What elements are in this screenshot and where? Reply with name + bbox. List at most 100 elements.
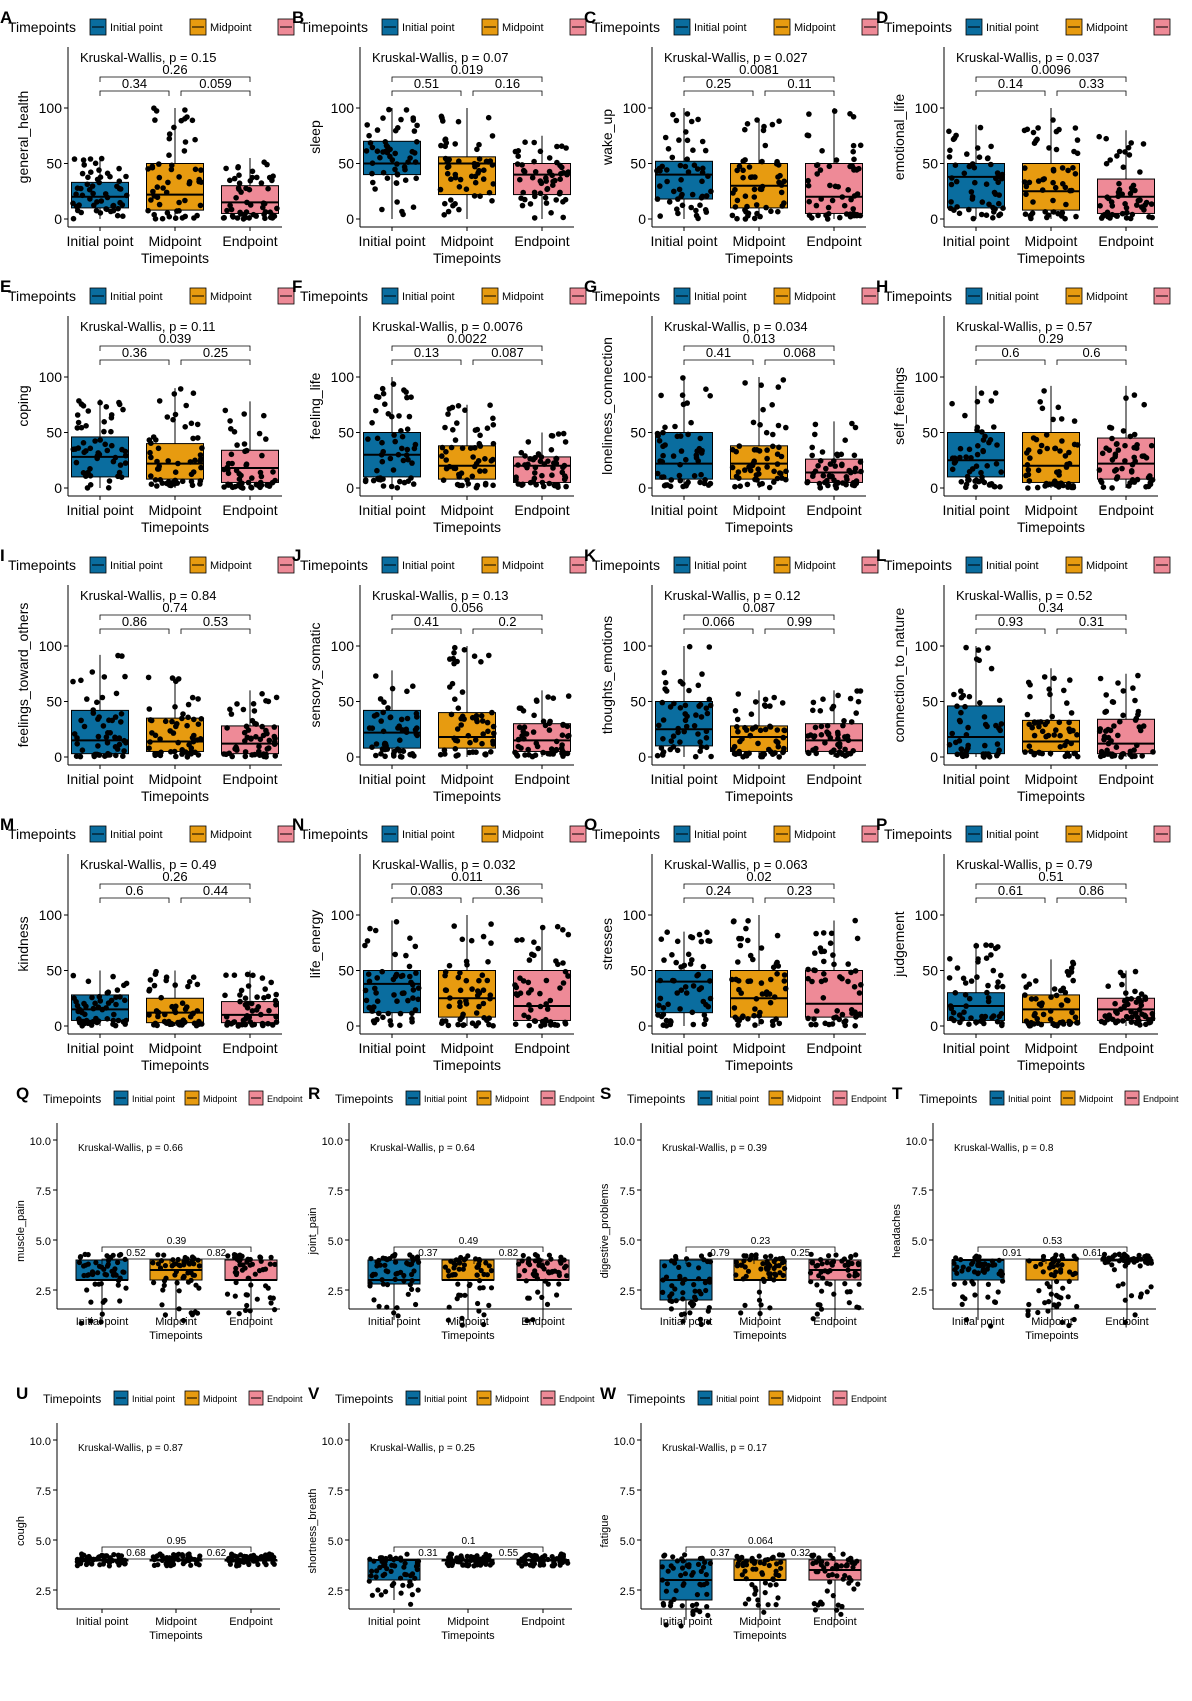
- y-axis-title: emotional_life: [891, 94, 907, 181]
- data-point: [1030, 435, 1037, 441]
- data-point: [146, 1012, 152, 1018]
- data-point: [123, 173, 129, 180]
- data-point: [667, 1603, 674, 1609]
- data-point: [402, 177, 409, 183]
- data-point: [747, 978, 754, 984]
- data-point: [996, 1257, 1002, 1263]
- data-point: [749, 1582, 755, 1588]
- data-point: [257, 479, 264, 486]
- data-point: [1062, 989, 1069, 996]
- data-point: [234, 747, 240, 753]
- data-point: [946, 154, 953, 160]
- data-point: [958, 688, 964, 694]
- data-point: [366, 1578, 372, 1584]
- data-point: [760, 406, 766, 413]
- data-point: [828, 930, 835, 937]
- data-point: [404, 1260, 410, 1266]
- data-point: [1047, 750, 1054, 757]
- data-point: [680, 1318, 686, 1324]
- bracket-label: 0.1: [462, 1536, 476, 1547]
- data-point: [398, 116, 404, 123]
- data-point: [544, 186, 550, 193]
- data-point: [471, 193, 478, 199]
- comparison-midpoint-endpoint: 0.82: [473, 1248, 544, 1264]
- panel-letter: M: [0, 815, 14, 834]
- data-point: [858, 468, 864, 475]
- data-point: [959, 753, 966, 760]
- data-point: [170, 416, 176, 423]
- data-point: [369, 144, 376, 151]
- y-tick-label: 0: [638, 749, 646, 765]
- bracket-line: [391, 897, 462, 903]
- data-point: [978, 390, 985, 396]
- data-point: [1047, 1008, 1054, 1014]
- data-point: [1115, 447, 1122, 453]
- data-point: [225, 1253, 231, 1259]
- legend-label: Initial point: [694, 291, 747, 303]
- data-point: [665, 1568, 671, 1574]
- data-point: [854, 1012, 860, 1019]
- data-point: [689, 1009, 696, 1016]
- data-point: [831, 477, 837, 483]
- x-tick-label: Endpoint: [222, 771, 277, 787]
- bracket-label: 0.059: [199, 76, 232, 91]
- bracket-line: [391, 628, 462, 634]
- bracket-line: [683, 897, 754, 903]
- data-point: [1122, 149, 1128, 155]
- data-point: [272, 1307, 278, 1313]
- data-point: [759, 991, 766, 997]
- data-point: [154, 458, 160, 465]
- bracket-line: [1056, 90, 1127, 96]
- legend: Timepoints Initial point Midpoint: [884, 287, 1171, 305]
- data-point: [1051, 1273, 1057, 1279]
- y-axis-title: life_energy: [307, 910, 323, 979]
- x-tick-label: Endpoint: [229, 1316, 272, 1328]
- data-point: [194, 1310, 201, 1316]
- bracket-label: 0.62: [207, 1548, 227, 1559]
- bracket-label: 0.37: [418, 1248, 438, 1259]
- data-point: [982, 742, 988, 749]
- legend-label: Endpoint: [267, 1394, 303, 1404]
- data-point: [194, 1008, 201, 1014]
- data-point: [844, 1289, 850, 1295]
- data-point: [525, 746, 531, 753]
- y-tick-label: 0: [930, 211, 938, 227]
- legend-label: Initial point: [986, 560, 1039, 572]
- data-point: [182, 139, 189, 145]
- data-point: [706, 938, 713, 944]
- data-point: [565, 931, 572, 938]
- data-point: [771, 994, 778, 1000]
- data-point: [764, 447, 770, 453]
- data-point: [691, 473, 698, 479]
- data-point: [558, 171, 564, 177]
- data-point: [1056, 719, 1063, 726]
- data-point: [90, 1271, 96, 1278]
- data-point: [758, 1302, 764, 1308]
- legend-title: Timepoints: [592, 557, 660, 573]
- data-point: [84, 1287, 90, 1293]
- data-point: [158, 749, 164, 756]
- data-point: [839, 751, 846, 757]
- panel-letter: S: [600, 1084, 611, 1103]
- data-point: [521, 724, 528, 730]
- data-point: [826, 1253, 832, 1259]
- data-point: [776, 1572, 782, 1579]
- y-tick-label: 100: [623, 907, 647, 923]
- bracket-label: 0.86: [122, 614, 147, 629]
- data-point: [182, 197, 188, 204]
- data-point: [100, 723, 107, 729]
- data-point: [741, 1253, 747, 1259]
- data-point: [745, 1016, 751, 1022]
- data-point: [1132, 697, 1138, 704]
- data-point: [369, 170, 375, 177]
- data-point: [187, 1013, 194, 1020]
- bracket-label: 0.41: [414, 614, 439, 629]
- data-point: [778, 1559, 784, 1565]
- data-point: [439, 444, 446, 451]
- bracket-line: [683, 628, 754, 634]
- data-point: [743, 209, 749, 215]
- data-point: [698, 195, 705, 201]
- data-point: [410, 204, 417, 210]
- box-body: [947, 163, 1005, 209]
- data-point: [537, 1003, 544, 1010]
